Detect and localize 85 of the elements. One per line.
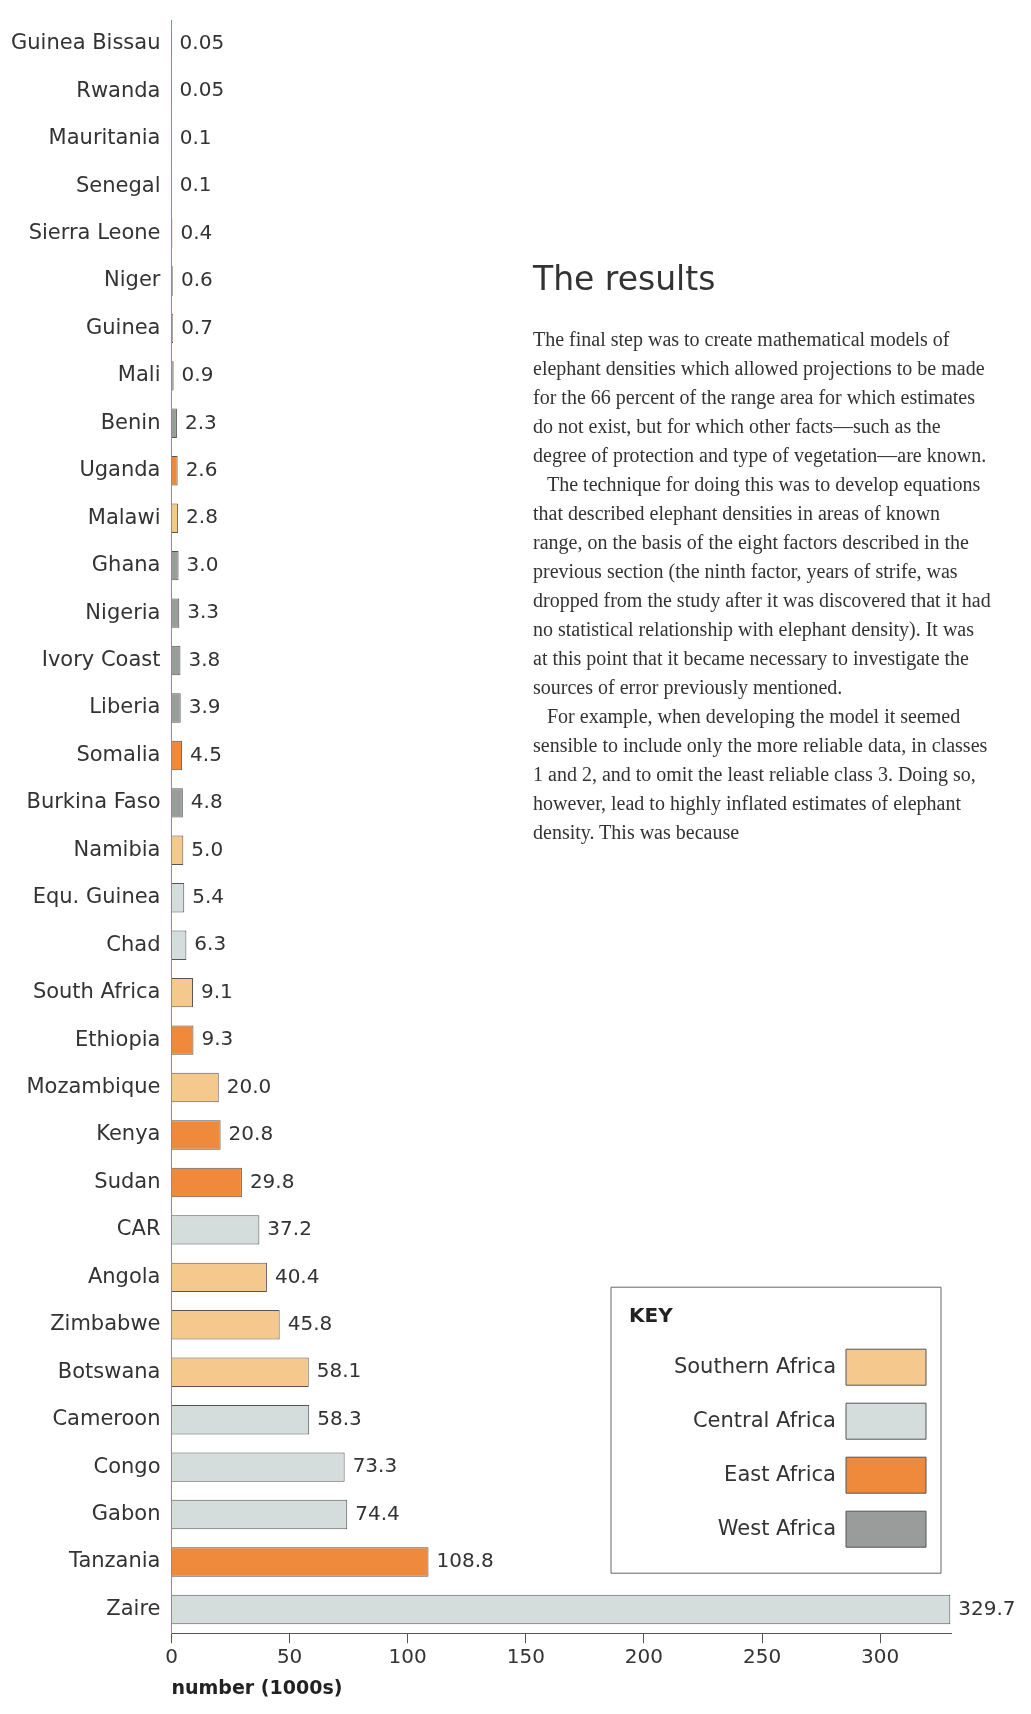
data-label: 5.4 [192,883,225,908]
y-tick-label: Guinea Bissau [10,30,161,55]
data-label: 0.9 [181,362,214,387]
y-tick-label: Rwanda [76,77,161,102]
x-tick-label: 100 [388,1644,427,1669]
y-tick-label: Uganda [79,457,161,482]
data-label: 5.0 [191,836,224,861]
data-label: 58.1 [316,1358,362,1383]
y-tick-label: Gabon [91,1501,161,1526]
data-label: 0.05 [179,77,225,102]
x-axis-title: number (1000s) [171,1675,343,1698]
y-tick-label: Niger [104,267,161,292]
data-label: 0.6 [180,267,213,292]
data-label: 2.8 [186,504,218,529]
legend-label: Central Africa [692,1407,836,1432]
y-tick-label: Malawi [87,504,161,529]
y-tick-label: Tanzania [68,1548,161,1573]
y-tick-label: Botswana [57,1358,161,1383]
data-label: 3.8 [188,646,221,671]
y-tick-label: Zimbabwe [50,1311,161,1336]
y-tick-label: Somalia [76,741,161,766]
legend-title: KEY [629,1303,674,1328]
x-tick-label: 0 [165,1644,178,1669]
y-tick-label: Benin [100,409,161,434]
annotation: The results [533,258,717,300]
x-tick-label: 200 [624,1644,664,1669]
y-tick-label: Zaire [106,1595,161,1620]
y-tick-label: Nigeria [85,599,161,624]
data-label: 0.05 [179,29,225,54]
y-tick-label: Senegal [75,172,161,197]
y-tick-label: Mali [117,362,161,387]
annotation: The final step was to create mathematical models of elephant densities which allowed projections to be made for the 66 percent of the range area for which estimates do not exist, but for which other facts—such as the degree of protection and type of vegetation—are known. [533,326,988,469]
y-tick-label: Mauritania [48,125,161,150]
data-label: 2.6 [185,456,218,481]
x-tick-label: 250 [742,1644,782,1669]
annotation: For example, when developing the model it seemed sensible to include only the more reliable data, in classes 1 and 2, and to omit the least reliable class 3. Doing so, however, lead to highly inflated estimates of elephant density. This was because [533,703,989,846]
y-tick-label: Sudan [94,1168,161,1193]
legend-label: Southern Africa [673,1353,836,1378]
data-label: 9.3 [201,1026,234,1051]
data-label: 0.7 [181,314,213,339]
data-label: 3.9 [188,694,221,719]
y-tick-label: South Africa [32,979,161,1004]
data-label: 20.0 [226,1073,272,1098]
data-label: 4.8 [190,789,223,814]
annotation: The technique for doing this was to develop equations that described elephant densities in areas of known range, on the basis of the eight factors described in the previous section (the ninth factor, years of strife, was dropped from the study after it was discovered that it had no statistical relationship with elephant density). It was at this point that it became necessary to investigate the sources of error previously mentioned. [533,471,992,701]
data-label: 3.3 [187,599,220,624]
data-label: 45.8 [287,1311,333,1335]
y-tick-label: Namibia [73,836,161,861]
y-tick-label: Chad [106,931,161,956]
data-label: 2.3 [184,409,217,434]
y-tick-label: Mozambique [26,1074,161,1099]
y-tick-label: Cameroon [52,1406,161,1431]
data-label: 4.5 [190,741,222,766]
x-tick-label: 300 [861,1644,900,1669]
data-label: 73.3 [352,1453,398,1478]
data-label: 0.1 [179,172,212,197]
data-label: 37.2 [267,1216,312,1241]
y-tick-label: CAR [116,1216,161,1241]
y-tick-label: Kenya [96,1121,161,1146]
data-label: 0.1 [179,124,212,149]
y-tick-label: Congo [93,1453,161,1478]
x-tick-label: 50 [276,1644,303,1669]
x-tick-label: 150 [506,1644,545,1669]
data-label: 0.4 [180,219,213,244]
y-tick-label: Liberia [89,694,161,719]
legend-label: East Africa [724,1461,836,1486]
data-label: 9.1 [200,978,233,1003]
y-tick-label: Angola [87,1263,161,1288]
data-label: 3.0 [186,551,219,576]
y-tick-label: Guinea [85,314,161,339]
data-label: 29.8 [249,1168,295,1193]
y-tick-label: Burkina Faso [26,789,161,814]
data-label: 6.3 [194,931,227,956]
data-label: 40.4 [274,1263,320,1288]
data-label: 108.8 [436,1548,494,1573]
y-tick-label: Ivory Coast [41,646,161,671]
data-label: 74.4 [355,1500,400,1525]
data-label: 20.8 [228,1121,274,1146]
y-tick-label: Equ. Guinea [32,884,161,909]
y-tick-label: Ethiopia [74,1026,161,1051]
data-label: 329.7 [958,1595,1016,1620]
y-tick-label: Sierra Leone [28,219,161,244]
data-label: 58.3 [317,1405,362,1430]
legend-label: West Africa [717,1515,836,1540]
y-tick-label: Ghana [91,552,161,577]
